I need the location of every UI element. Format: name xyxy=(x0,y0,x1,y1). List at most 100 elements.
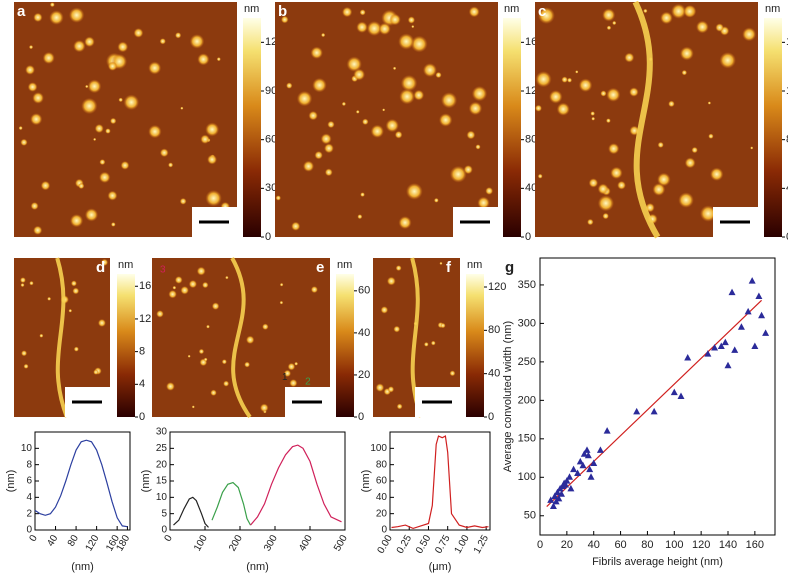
afm-feature xyxy=(591,116,596,121)
afm-feature xyxy=(118,97,123,103)
afm-feature xyxy=(382,108,386,112)
x-tick-label: 40 xyxy=(45,533,60,549)
afm-feature xyxy=(279,300,284,305)
colorbar xyxy=(466,274,484,417)
profile-marker: 2 xyxy=(305,377,311,388)
afm-feature xyxy=(291,221,301,231)
afm-feature xyxy=(602,8,616,22)
afm-feature xyxy=(398,216,412,230)
afm-feature xyxy=(27,82,38,92)
afm-feature xyxy=(310,46,323,60)
afm-feature xyxy=(117,41,129,53)
x-tick-label: 80 xyxy=(66,533,81,549)
afm-feature xyxy=(411,25,415,29)
panel-label: c xyxy=(538,3,546,20)
x-axis-label: Fibrils average height (nm) xyxy=(592,556,723,568)
afm-feature xyxy=(100,258,109,267)
data-point xyxy=(563,477,571,484)
colorbar-unit: nm xyxy=(765,3,780,15)
afm-feature xyxy=(468,6,480,18)
afm-feature xyxy=(175,32,182,39)
afm-feature xyxy=(109,117,117,125)
y-tick-label: 250 xyxy=(518,356,536,368)
x-tick-label: 0.25 xyxy=(395,533,414,556)
data-point xyxy=(684,354,692,361)
profile-line xyxy=(211,481,252,526)
plot-frame xyxy=(539,257,776,536)
afm-feature xyxy=(709,167,724,181)
colorbar-unit: nm xyxy=(118,259,133,271)
afm-feature xyxy=(98,171,111,184)
afm-feature xyxy=(73,39,86,53)
afm-feature xyxy=(283,369,292,378)
afm-feature xyxy=(216,57,221,62)
colorbar xyxy=(764,18,782,237)
afm-feature xyxy=(262,323,269,330)
afm-feature xyxy=(30,113,43,126)
colorbar-unit: nm xyxy=(337,259,352,271)
afm-feature xyxy=(535,104,542,112)
afm-feature xyxy=(385,118,399,133)
afm-feature xyxy=(392,66,397,71)
afm-feature xyxy=(597,183,609,195)
afm-feature xyxy=(289,379,298,388)
afm-feature xyxy=(168,289,177,299)
afm-feature xyxy=(602,212,609,220)
colorbar xyxy=(336,274,354,417)
data-point xyxy=(587,473,595,480)
data-point xyxy=(580,450,588,457)
afm-feature xyxy=(120,160,130,170)
x-tick-label: 0.75 xyxy=(433,533,452,556)
afm-feature xyxy=(197,53,210,66)
afm-feature xyxy=(389,13,401,26)
afm-feature xyxy=(378,22,391,35)
x-tick-label: 400 xyxy=(297,533,315,553)
afm-feature xyxy=(159,38,166,45)
data-point xyxy=(579,461,587,469)
y-tick-label: 200 xyxy=(518,394,536,406)
afm-feature xyxy=(107,190,118,201)
afm-feature xyxy=(279,282,284,287)
afm-feature xyxy=(699,205,717,222)
data-point xyxy=(557,490,565,497)
afm-feature xyxy=(168,162,174,168)
afm-feature xyxy=(211,302,220,310)
afm-feature xyxy=(97,318,106,327)
x-tick-label: 120 xyxy=(84,533,102,553)
x-axis-label: (nm) xyxy=(71,561,94,573)
afm-feature xyxy=(610,166,623,180)
data-point xyxy=(758,311,766,319)
afm-feature xyxy=(308,110,318,121)
afm-feature xyxy=(286,82,293,89)
x-tick-label: 20 xyxy=(561,539,573,551)
colorbar-tick-label: 0 xyxy=(358,411,364,423)
data-point xyxy=(755,292,763,299)
afm-feature xyxy=(683,5,696,18)
afm-feature xyxy=(33,12,43,23)
colorbar-unit: nm xyxy=(244,3,259,15)
afm-feature xyxy=(396,403,403,410)
afm-feature xyxy=(612,20,617,26)
colorbar xyxy=(243,18,261,237)
afm-feature xyxy=(40,180,51,191)
x-tick-label: 0 xyxy=(537,539,543,551)
data-point xyxy=(574,469,582,476)
afm-feature xyxy=(449,370,456,377)
afm-feature xyxy=(180,106,184,110)
data-point xyxy=(633,407,641,415)
afm-feature xyxy=(684,157,696,169)
panel-label: e xyxy=(316,259,324,276)
x-tick-label: 0.50 xyxy=(414,533,433,556)
afm-feature xyxy=(159,148,169,158)
afm-feature xyxy=(657,172,671,187)
afm-feature xyxy=(314,150,323,160)
afm-feature xyxy=(617,180,626,190)
y-tick-label: 40 xyxy=(376,492,388,503)
x-tick-label: 0 xyxy=(163,533,176,544)
colorbar-tick-label: 160 xyxy=(786,36,788,48)
afm-feature xyxy=(440,92,458,109)
colorbar-tick-label: 40 xyxy=(786,182,788,194)
x-tick-label: 60 xyxy=(614,539,626,551)
data-point xyxy=(590,459,598,466)
plot-frame xyxy=(169,431,346,531)
